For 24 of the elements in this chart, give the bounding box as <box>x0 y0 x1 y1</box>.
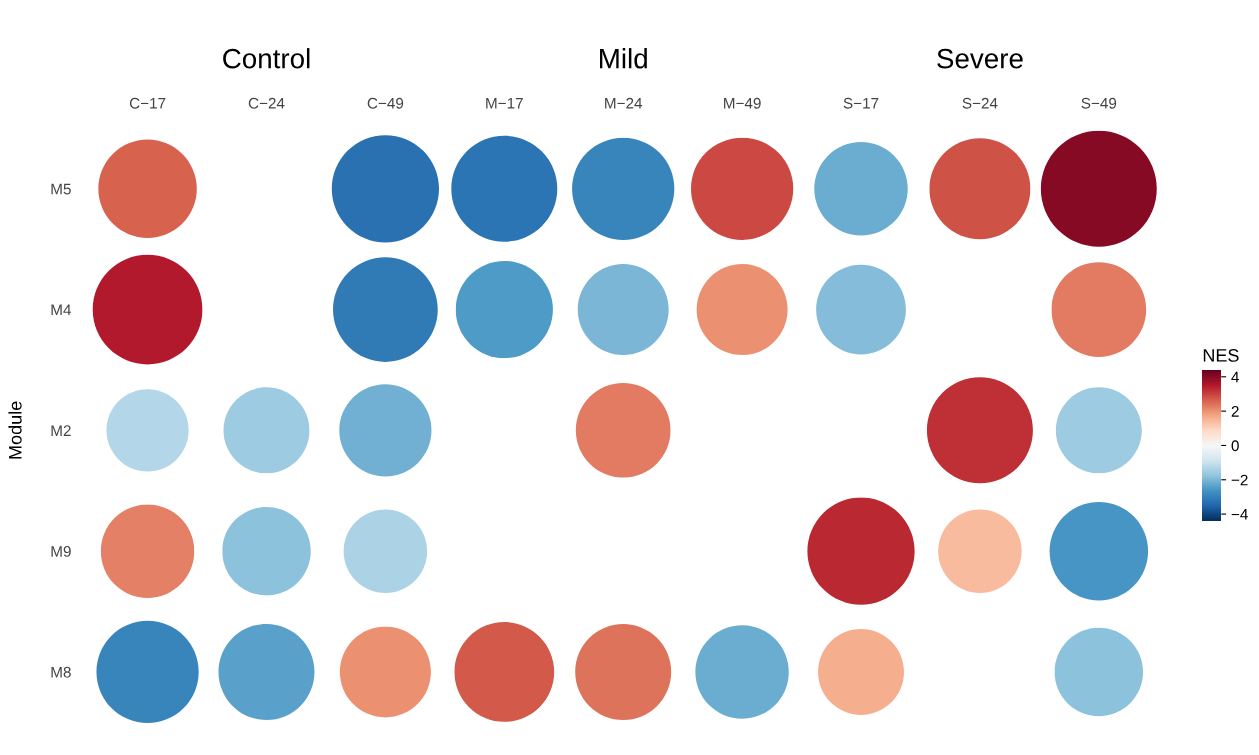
y-tick-label: M8 <box>51 666 71 678</box>
x-tick-label: M−24 <box>605 97 643 109</box>
x-tick-label: S−49 <box>1081 97 1117 109</box>
color-bar-label: 2 <box>1231 406 1239 417</box>
color-bar-label: 4 <box>1231 371 1239 383</box>
y-tick-label: M2 <box>51 425 71 436</box>
color-bar-label: 0 <box>1231 440 1239 452</box>
y-tick-label: M9 <box>51 546 71 557</box>
x-tick-label: M−49 <box>724 97 761 109</box>
color-bar-label: −2 <box>1231 474 1248 486</box>
color-bar-title: NES <box>1203 349 1239 362</box>
y-tick-label: M5 <box>51 183 71 195</box>
text: Control <box>223 48 310 69</box>
x-tick-label: S−24 <box>962 97 998 109</box>
text: Severe <box>937 48 1023 69</box>
x-tick-label: S−17 <box>843 97 879 109</box>
color-bar-label: −4 <box>1231 509 1248 520</box>
text: Mild <box>600 48 647 69</box>
x-tick-label: C−49 <box>367 97 404 109</box>
x-tick-label: C−24 <box>248 97 285 109</box>
y-tick-label: M4 <box>51 304 72 316</box>
x-tick-label: M−17 <box>486 98 523 109</box>
y-axis-title: Module <box>8 401 22 459</box>
x-tick-label: C−17 <box>129 97 166 109</box>
